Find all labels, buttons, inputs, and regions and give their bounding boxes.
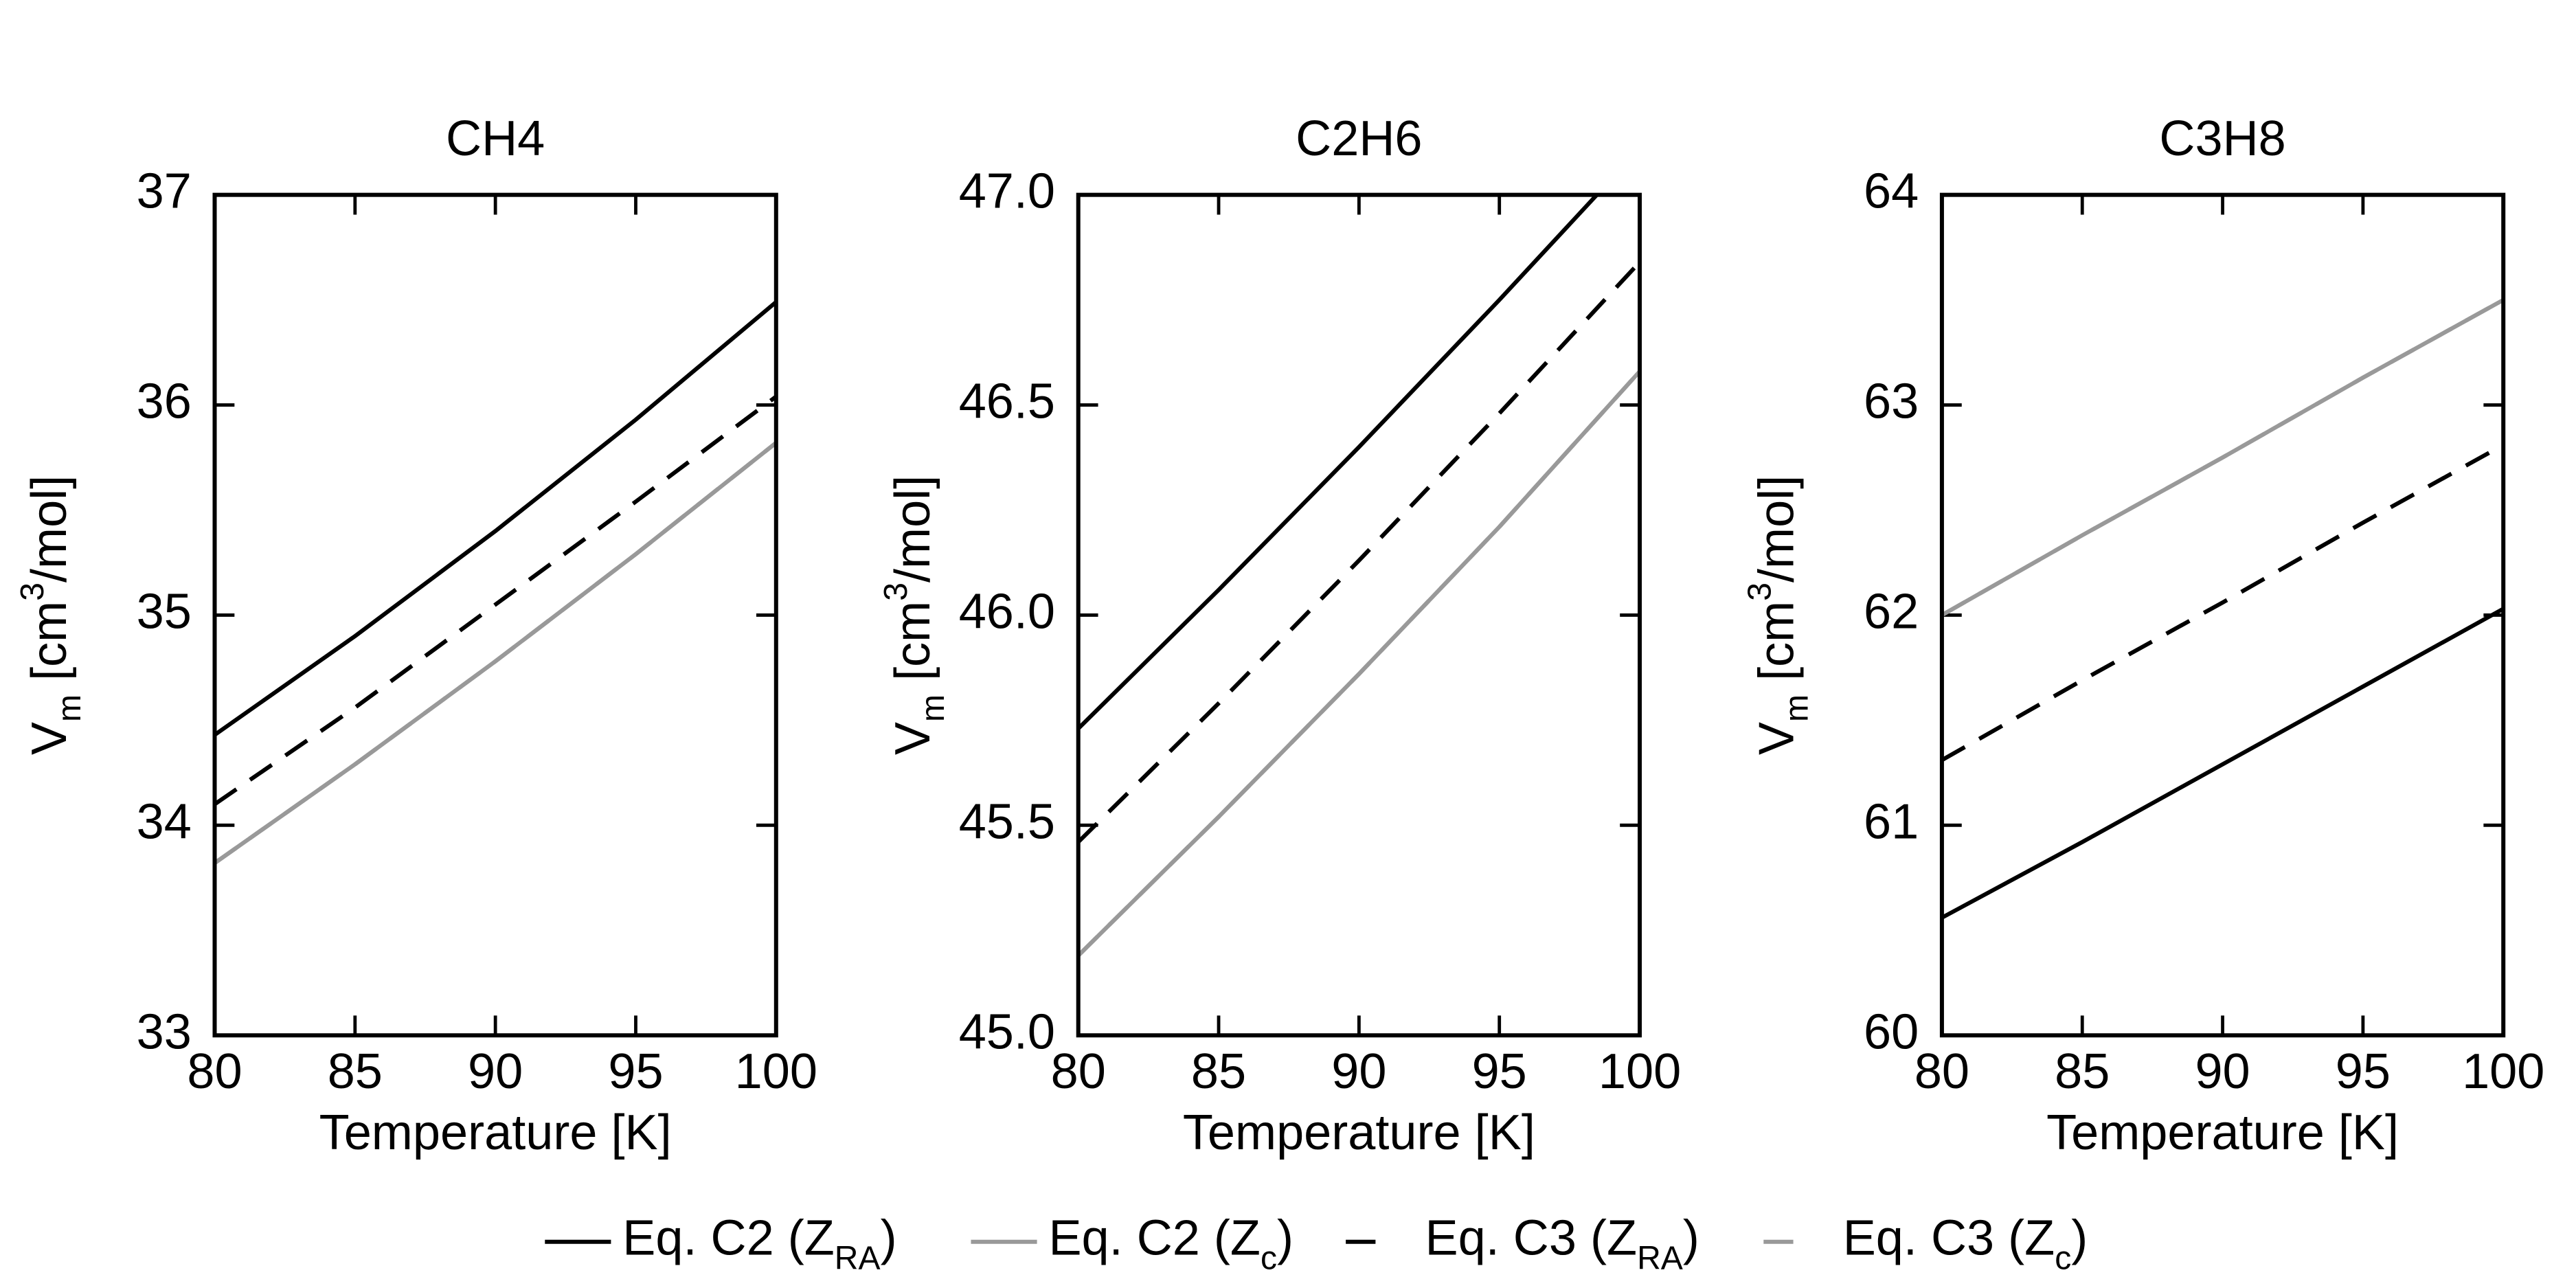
series-line bbox=[1078, 370, 1640, 958]
y-axis-label-part: V bbox=[22, 722, 77, 755]
series-line bbox=[1078, 260, 1640, 844]
x-tick-label: 80 bbox=[1051, 1044, 1106, 1099]
series-line bbox=[1941, 443, 2504, 762]
x-tick-label: 85 bbox=[1191, 1044, 1246, 1099]
legend-label-part: ) bbox=[2071, 1211, 2088, 1266]
y-tick-label: 46.5 bbox=[959, 374, 1055, 429]
y-axis-label-part: m bbox=[1778, 694, 1815, 722]
legend-label-part: ) bbox=[1277, 1211, 1293, 1266]
x-axis-label: Temperature [K] bbox=[1183, 1105, 1535, 1160]
y-axis-label-part: /mol] bbox=[22, 475, 77, 583]
legend-label: Eq. C2 (Zc) bbox=[1048, 1211, 1293, 1277]
y-axis-label-part: /mol] bbox=[885, 475, 940, 583]
y-tick-label: 45.5 bbox=[959, 794, 1055, 849]
legend-label-part: ) bbox=[881, 1211, 897, 1266]
y-tick-label: 60 bbox=[1864, 1004, 1919, 1059]
y-axis-label-part: V bbox=[885, 722, 940, 755]
plot-frame bbox=[1939, 192, 2506, 1038]
y-axis-label: Vm [cm3/mol] bbox=[14, 475, 88, 755]
legend-label: Eq. C3 (Zc) bbox=[1843, 1211, 2088, 1277]
x-tick-label: 95 bbox=[2336, 1044, 2391, 1099]
x-tick-label: 80 bbox=[1914, 1044, 1969, 1099]
x-tick-label: 100 bbox=[1598, 1044, 1681, 1099]
y-tick-label: 34 bbox=[137, 794, 192, 849]
x-tick-label: 85 bbox=[328, 1044, 383, 1099]
legend-label: Eq. C3 (ZRA) bbox=[1425, 1211, 1699, 1277]
plot-frame bbox=[1076, 192, 1642, 1038]
series-line bbox=[1941, 607, 2504, 920]
x-tick-label: 100 bbox=[2462, 1044, 2544, 1099]
x-tick-label: 85 bbox=[2055, 1044, 2110, 1099]
y-axis-label-part: m bbox=[914, 694, 951, 722]
y-axis-label-part: V bbox=[1749, 722, 1804, 755]
x-tick-label: 90 bbox=[468, 1044, 523, 1099]
y-tick-label: 45.0 bbox=[959, 1004, 1055, 1059]
legend-label: Eq. C2 (ZRA) bbox=[622, 1211, 896, 1277]
legend-label-part: Eq. C3 (Z bbox=[1843, 1211, 2055, 1266]
y-axis-label: Vm [cm3/mol] bbox=[877, 475, 951, 755]
y-axis-label-part: [cm bbox=[22, 601, 77, 694]
panel-title: CH4 bbox=[446, 111, 545, 166]
y-tick-label: 62 bbox=[1864, 584, 1919, 639]
series-line bbox=[1941, 297, 2504, 618]
y-tick-label: 33 bbox=[137, 1004, 192, 1059]
legend-label-part: Eq. C2 (Z bbox=[1048, 1211, 1261, 1266]
plot-frame bbox=[212, 192, 778, 1038]
y-tick-label: 46.0 bbox=[959, 584, 1055, 639]
legend-label-part: c bbox=[2055, 1239, 2071, 1276]
series-line bbox=[1078, 370, 1640, 958]
x-axis-label: Temperature [K] bbox=[319, 1105, 672, 1160]
y-axis-label-part: [cm bbox=[1749, 601, 1804, 694]
legend-label-part: Eq. C2 (Z bbox=[622, 1211, 835, 1266]
x-tick-label: 80 bbox=[187, 1044, 242, 1099]
y-axis-label-part: /mol] bbox=[1749, 475, 1804, 583]
y-axis-label-part: 3 bbox=[14, 583, 51, 601]
y-tick-label: 61 bbox=[1864, 794, 1919, 849]
x-tick-label: 100 bbox=[735, 1044, 817, 1099]
y-axis-label: Vm [cm3/mol] bbox=[1741, 475, 1815, 755]
y-axis-label-part: m bbox=[51, 694, 88, 722]
y-tick-label: 36 bbox=[137, 374, 192, 429]
series-line bbox=[214, 394, 776, 806]
y-axis-label-part: 3 bbox=[1741, 583, 1778, 601]
y-tick-label: 35 bbox=[137, 584, 192, 639]
x-tick-label: 95 bbox=[608, 1044, 663, 1099]
legend-label-part: ) bbox=[1683, 1211, 1699, 1266]
series-line bbox=[214, 441, 776, 865]
y-tick-label: 63 bbox=[1864, 374, 1919, 429]
legend-label-part: RA bbox=[835, 1239, 881, 1276]
legend-label-part: c bbox=[1261, 1239, 1277, 1276]
y-axis-label-part: [cm bbox=[885, 601, 940, 694]
series-line bbox=[214, 300, 776, 737]
series-line bbox=[214, 441, 776, 865]
y-tick-label: 64 bbox=[1864, 164, 1919, 219]
x-tick-label: 90 bbox=[2195, 1044, 2250, 1099]
x-tick-label: 90 bbox=[1331, 1044, 1386, 1099]
y-tick-label: 47.0 bbox=[959, 164, 1055, 219]
panel-title: C3H8 bbox=[2159, 111, 2285, 166]
y-axis-label-part: 3 bbox=[877, 583, 914, 601]
panel-title: C2H6 bbox=[1296, 111, 1422, 166]
x-tick-label: 95 bbox=[1472, 1044, 1527, 1099]
series-line bbox=[1078, 194, 1600, 730]
x-axis-label: Temperature [K] bbox=[2046, 1105, 2399, 1160]
y-tick-label: 37 bbox=[137, 164, 192, 219]
legend-label-part: RA bbox=[1637, 1239, 1683, 1276]
legend-label-part: Eq. C3 (Z bbox=[1425, 1211, 1638, 1266]
